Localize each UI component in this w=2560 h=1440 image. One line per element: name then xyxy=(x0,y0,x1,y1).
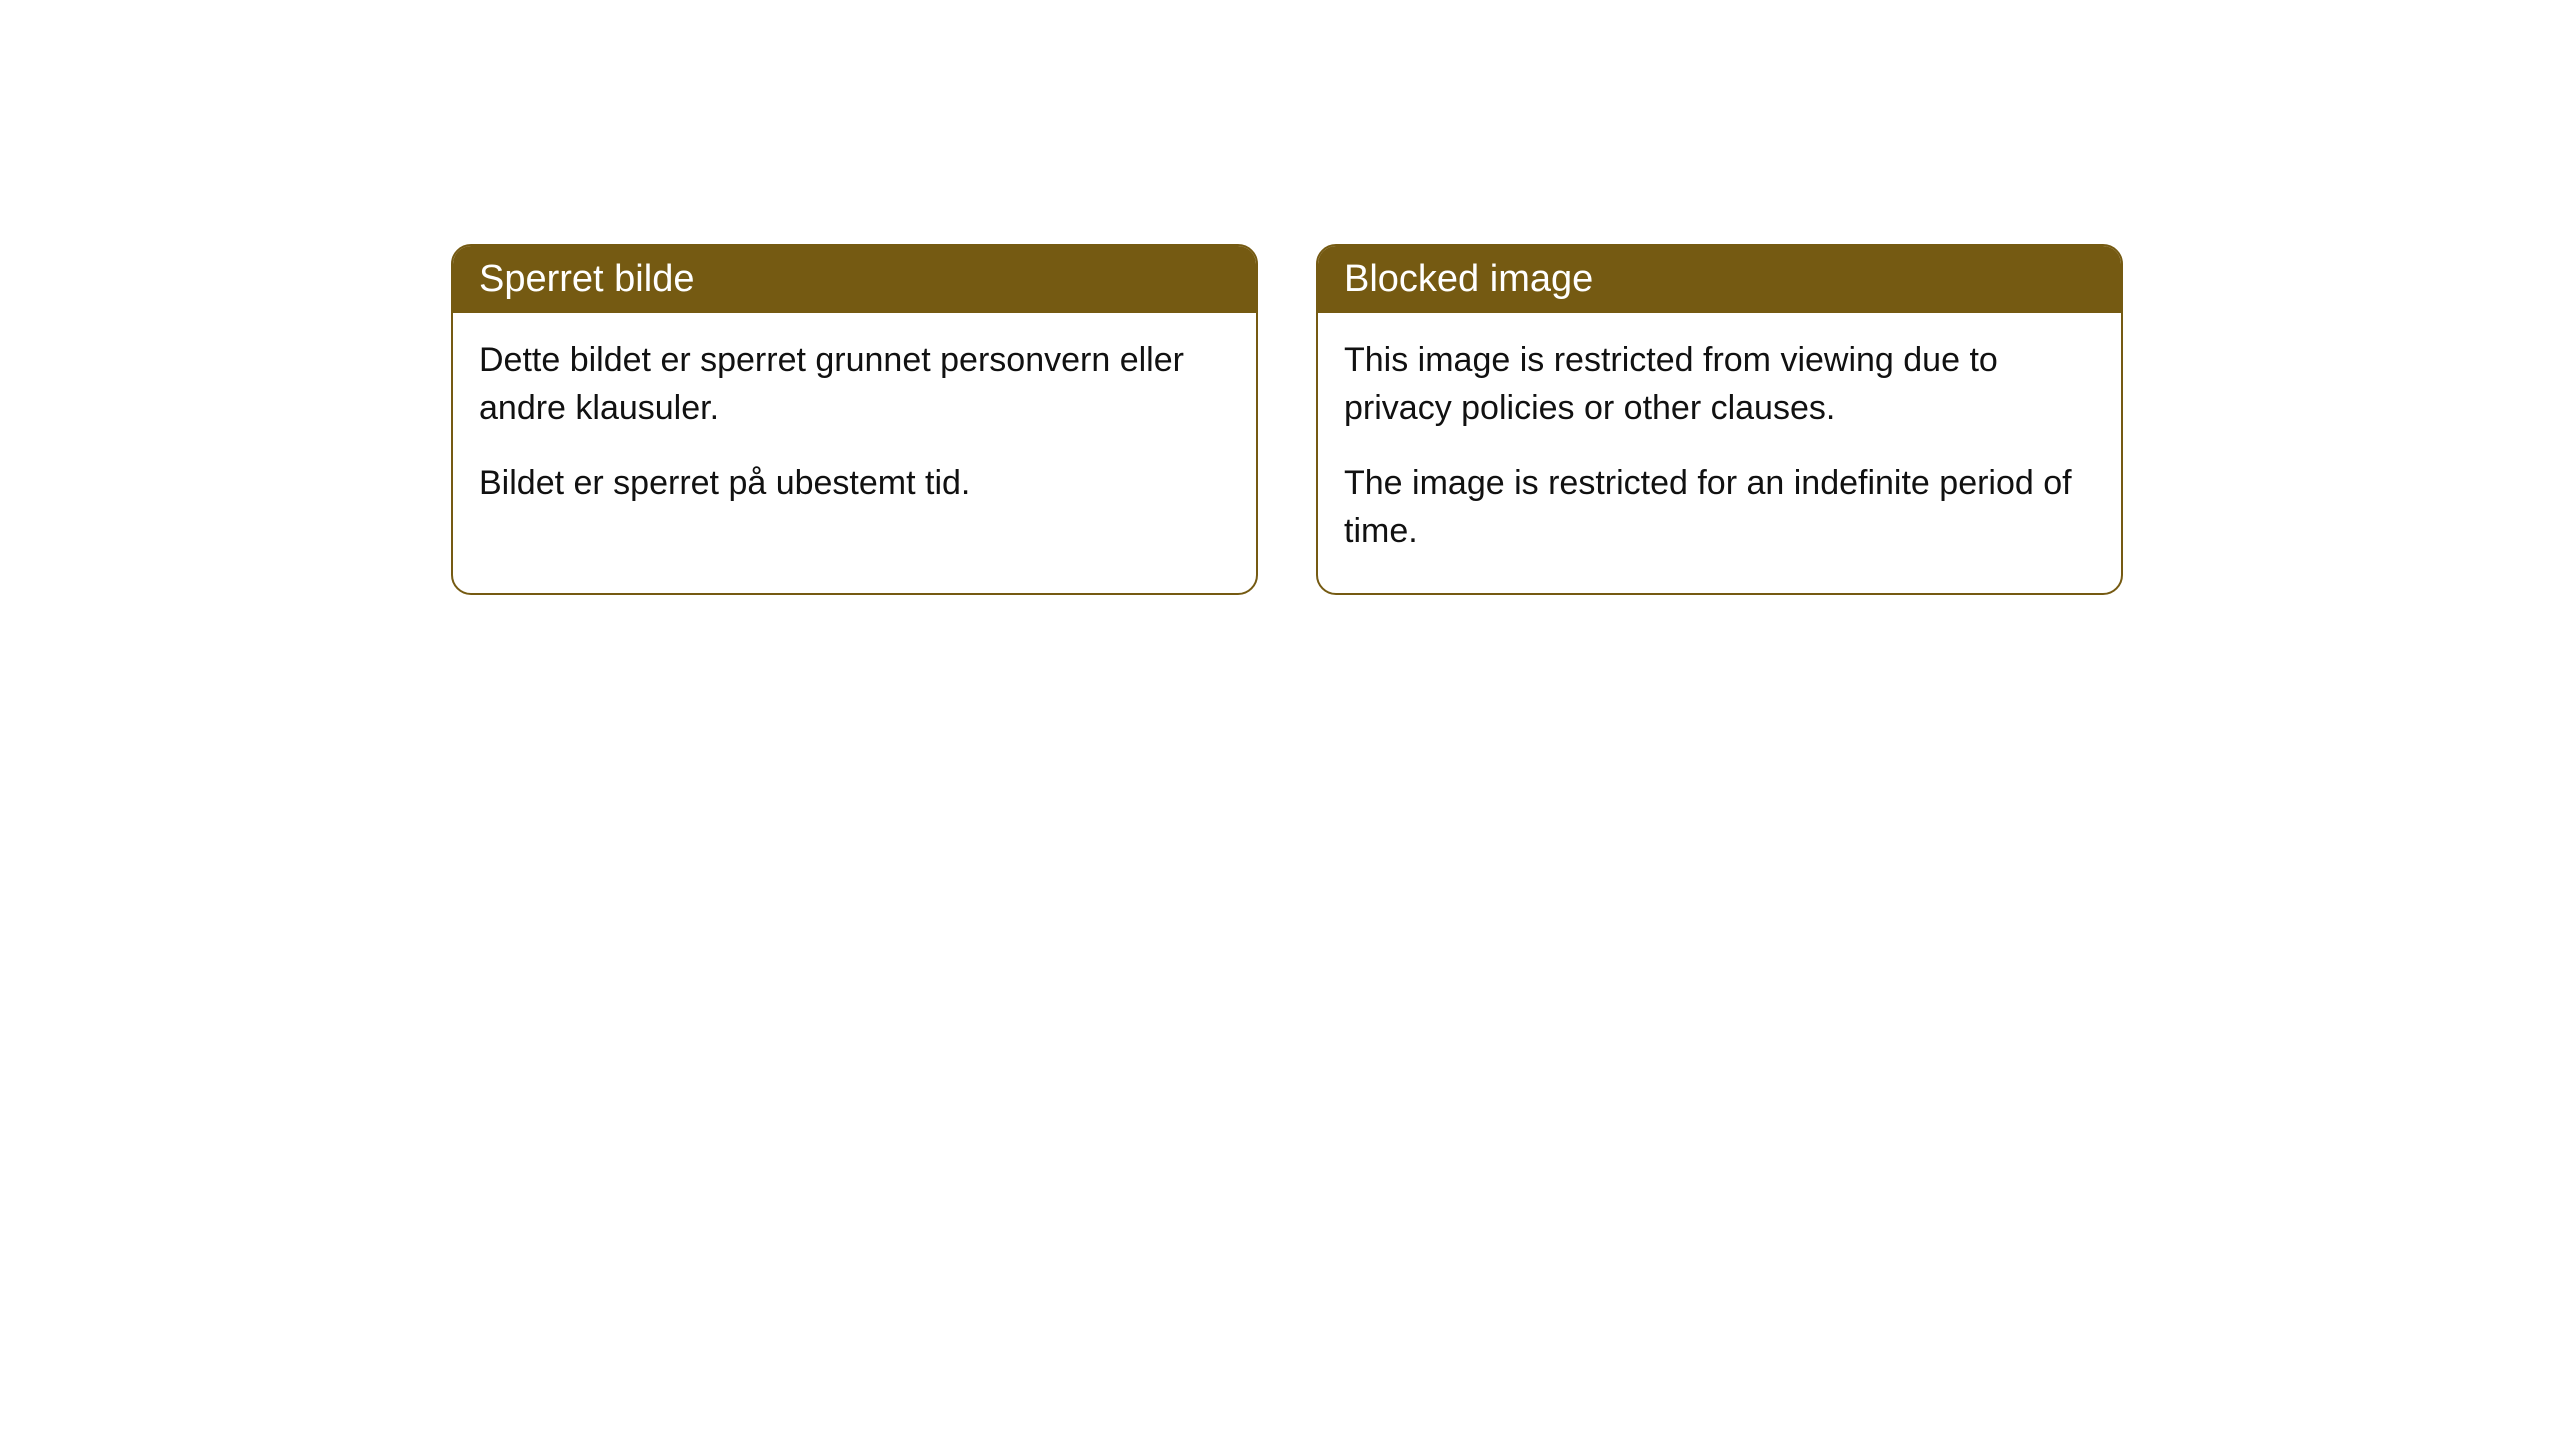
card-body-en: This image is restricted from viewing du… xyxy=(1318,313,2121,593)
card-paragraph-2-en: The image is restricted for an indefinit… xyxy=(1344,460,2095,555)
blocked-image-card-en: Blocked image This image is restricted f… xyxy=(1316,244,2123,595)
cards-container: Sperret bilde Dette bildet er sperret gr… xyxy=(0,0,2560,595)
card-paragraph-1-no: Dette bildet er sperret grunnet personve… xyxy=(479,337,1230,432)
card-header-en: Blocked image xyxy=(1318,246,2121,313)
blocked-image-card-no: Sperret bilde Dette bildet er sperret gr… xyxy=(451,244,1258,595)
card-header-no: Sperret bilde xyxy=(453,246,1256,313)
card-body-no: Dette bildet er sperret grunnet personve… xyxy=(453,313,1256,546)
card-title-en: Blocked image xyxy=(1344,258,1593,300)
card-paragraph-2-no: Bildet er sperret på ubestemt tid. xyxy=(479,460,1230,508)
card-paragraph-1-en: This image is restricted from viewing du… xyxy=(1344,337,2095,432)
card-title-no: Sperret bilde xyxy=(479,258,694,300)
